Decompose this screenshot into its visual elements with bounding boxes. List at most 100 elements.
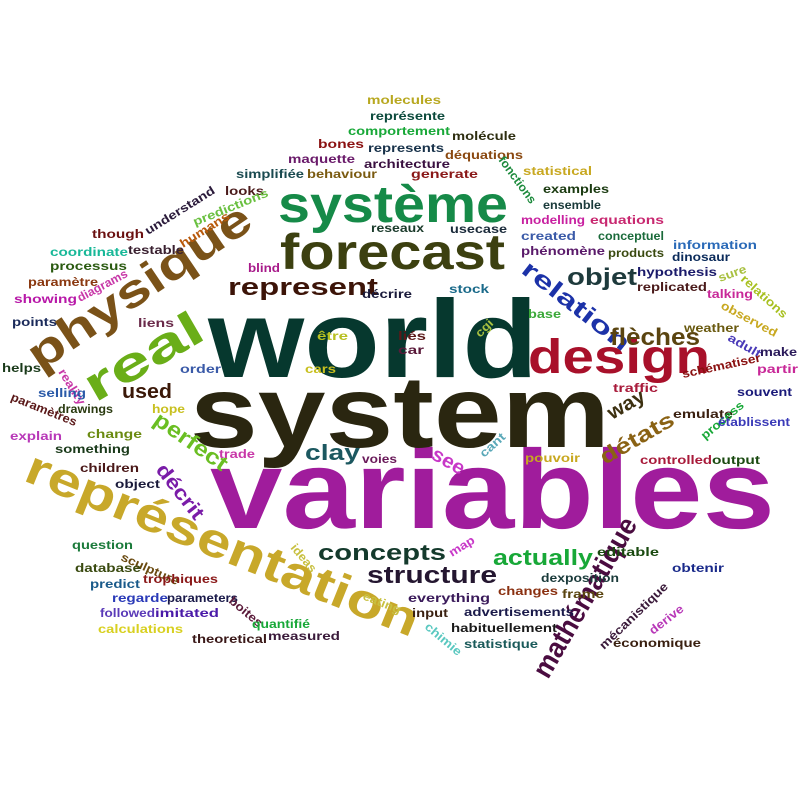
word-design: design bbox=[528, 331, 710, 384]
word-question: question bbox=[72, 538, 133, 552]
word-products: products bbox=[608, 246, 664, 260]
word-hypothesis: hypothesis bbox=[637, 265, 717, 279]
word-concepts: concepts bbox=[318, 540, 446, 565]
word-though: though bbox=[92, 227, 144, 241]
word-molecules: molecules bbox=[367, 93, 441, 107]
word-advertisements: advertisements bbox=[464, 605, 574, 619]
word-parameters: parameters bbox=[167, 591, 238, 605]
word-dexposition: dexposition bbox=[541, 571, 619, 585]
word-liens: liens bbox=[138, 316, 174, 330]
word-generate: generate bbox=[411, 167, 478, 181]
word-dinosaur: dinosaur bbox=[672, 250, 730, 264]
word-showing: showing bbox=[14, 292, 77, 306]
word-frame: frame bbox=[562, 587, 604, 601]
word-measured: measured bbox=[268, 629, 340, 643]
word-blind: blind bbox=[248, 261, 280, 275]
word-testable: testable bbox=[128, 243, 184, 257]
word-parametre: paramètre bbox=[28, 275, 98, 289]
word-modelling: modelling bbox=[521, 213, 585, 227]
word-equations: equations bbox=[590, 213, 664, 227]
word-phenomene: phénomène bbox=[521, 244, 605, 258]
word-trade: trade bbox=[219, 447, 255, 461]
word-objet: objet bbox=[567, 264, 637, 291]
word-predict: predict bbox=[90, 577, 140, 591]
word-simplifiee: simplifiée bbox=[236, 167, 304, 181]
word-actually: actually bbox=[493, 545, 594, 570]
word-statistique: statistique bbox=[464, 637, 538, 651]
word-change: change bbox=[87, 427, 142, 441]
word-regarde: regarde bbox=[112, 591, 168, 605]
word-car: car bbox=[398, 343, 424, 357]
word-examples: examples bbox=[543, 182, 609, 196]
word-cars: cars bbox=[305, 362, 336, 376]
word-make: make bbox=[760, 345, 797, 359]
word-trophiques: trophiques bbox=[143, 572, 218, 586]
word-world: world bbox=[207, 278, 538, 401]
word-helps: helps bbox=[2, 361, 41, 375]
word-changes: changes bbox=[498, 584, 558, 598]
word-looks: looks bbox=[225, 184, 264, 198]
word-created: created bbox=[521, 229, 576, 243]
word-etablissent: établissent bbox=[718, 415, 790, 429]
word-information: information bbox=[673, 238, 757, 252]
word-ensemble: ensemble bbox=[543, 198, 601, 212]
word-editable: editable bbox=[597, 545, 659, 559]
word-maquette: maquette bbox=[288, 152, 355, 166]
word-reseaux: reseaux bbox=[371, 221, 424, 235]
word-processus: processus bbox=[50, 259, 127, 273]
word-habituellement: habituellement bbox=[451, 621, 557, 635]
word-everything: everything bbox=[408, 591, 490, 605]
word-theoretical: theoretical bbox=[192, 632, 267, 646]
word-souvent: souvent bbox=[737, 385, 792, 399]
word-bones: bones bbox=[318, 137, 364, 151]
word-economique: économique bbox=[613, 636, 701, 650]
word-object: object bbox=[115, 477, 160, 491]
word-lies: liés bbox=[398, 329, 426, 343]
word-explain: explain bbox=[10, 429, 62, 443]
word-selling: selling bbox=[38, 386, 86, 400]
word-pouvoir: pouvoir bbox=[525, 451, 580, 465]
word-fleches: flèches bbox=[610, 324, 700, 351]
word-represente: représente bbox=[370, 109, 445, 123]
word-database: database bbox=[75, 561, 141, 575]
word-something: something bbox=[55, 442, 130, 456]
word-stock: stock bbox=[449, 282, 489, 296]
word-order: order bbox=[180, 362, 221, 376]
word-controlled: controlled bbox=[640, 453, 712, 467]
word-drawings: drawings bbox=[58, 402, 113, 416]
word-children: children bbox=[80, 461, 139, 475]
word-architecture: architecture bbox=[364, 157, 450, 171]
word-comportement: comportement bbox=[348, 124, 450, 138]
word-decrire: décrire bbox=[362, 287, 412, 301]
word-conceptuel: conceptuel bbox=[598, 229, 664, 243]
word-voies: voies bbox=[362, 452, 397, 466]
word-calculations: calculations bbox=[98, 622, 183, 636]
word-talking: talking bbox=[707, 287, 753, 301]
word-represent: represent bbox=[228, 274, 378, 301]
word-forecast: forecast bbox=[280, 224, 505, 280]
word-output: output bbox=[712, 453, 760, 467]
word-weather: weather bbox=[683, 321, 740, 335]
word-emulate: emulate bbox=[673, 407, 733, 421]
word-statistical: statistical bbox=[523, 164, 592, 178]
word-replicated: replicated bbox=[637, 280, 707, 294]
word-used: used bbox=[122, 381, 172, 403]
word-etre: être bbox=[317, 329, 348, 343]
word-molecule: molécule bbox=[452, 129, 516, 143]
word-variables: variables bbox=[210, 427, 775, 552]
word-base: base bbox=[528, 307, 561, 321]
word-followed: followed bbox=[100, 606, 155, 620]
word-coordinate: coordinate bbox=[50, 245, 128, 259]
word-systeme: système bbox=[278, 176, 508, 234]
word-partir: partir bbox=[757, 362, 798, 376]
word-usecase: usecase bbox=[450, 222, 507, 236]
word-hope: hope bbox=[152, 402, 185, 416]
word-dequations: déquations bbox=[445, 148, 523, 162]
word-traffic: traffic bbox=[613, 381, 658, 395]
word-input: input bbox=[412, 606, 448, 620]
word-system: system bbox=[190, 355, 610, 469]
word-points: points bbox=[12, 315, 57, 329]
word-behaviour: behaviour bbox=[307, 167, 377, 181]
word-represents: represents bbox=[368, 141, 444, 155]
